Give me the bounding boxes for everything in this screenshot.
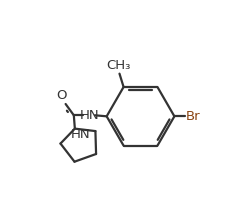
Text: O: O — [57, 89, 67, 102]
Text: HN: HN — [71, 128, 90, 141]
Text: CH₃: CH₃ — [106, 59, 131, 72]
Text: Br: Br — [186, 110, 200, 123]
Text: HN: HN — [79, 109, 99, 122]
